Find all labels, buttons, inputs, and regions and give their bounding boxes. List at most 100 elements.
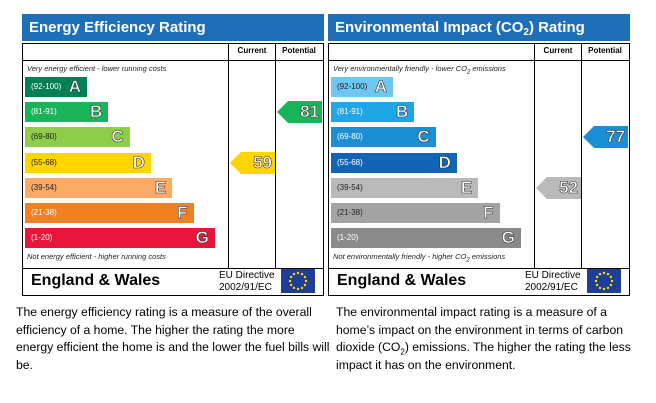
column-divider	[228, 44, 229, 268]
column-divider	[534, 44, 535, 268]
bottom-note: Not energy efficient - higher running co…	[27, 252, 166, 261]
band-range: (1-20)	[31, 233, 53, 243]
potential-column-header: Potential	[282, 46, 316, 55]
band-letter: G	[195, 228, 209, 248]
impact-title-sub: 2	[523, 27, 529, 38]
band-letter: E	[154, 177, 167, 197]
impact-chart-title: Environmental Impact (CO2) Rating	[328, 14, 630, 41]
band-a: (92-100) A	[25, 77, 87, 97]
band-range: (55-68)	[337, 157, 363, 167]
top-note: Very environmentally friendly - lower CO…	[333, 64, 506, 76]
column-divider	[275, 44, 276, 268]
energy-description: The energy efficiency rating is a measur…	[16, 305, 330, 372]
top-note-sub: 2	[466, 69, 471, 76]
potential-rating-arrow: 77	[583, 126, 628, 149]
footer-divider	[23, 268, 323, 269]
directive-line2: 2002/91/EC	[525, 282, 578, 293]
band-range: (81-91)	[337, 107, 363, 117]
environmental-impact-chart: Environmental Impact (CO2) Rating Curren…	[328, 14, 630, 296]
current-rating-arrow: 52	[536, 176, 581, 199]
band-a: (92-100) A	[331, 77, 393, 97]
band-f: (21-38) F	[25, 203, 194, 223]
impact-title-suffix: ) Rating	[528, 19, 585, 36]
band-e: (39-54) E	[331, 177, 479, 198]
directive-line1: EU Directive	[219, 270, 275, 281]
band-letter: G	[501, 228, 515, 248]
band-d: (55-68) D	[25, 152, 151, 173]
band-c: (69-80) C	[331, 127, 436, 148]
band-letter: F	[483, 203, 494, 223]
band-letter: D	[132, 152, 145, 172]
band-range: (81-91)	[31, 107, 57, 117]
band-range: (69-80)	[337, 132, 363, 142]
band-d: (55-68) D	[331, 152, 457, 173]
band-b: (81-91) B	[25, 102, 109, 123]
eu-flag-icon	[587, 269, 621, 293]
eu-flag-icon	[281, 269, 315, 293]
band-g: (1-20) G	[25, 228, 215, 249]
potential-column-header: Potential	[588, 46, 622, 55]
potential-rating-arrow: 81	[277, 101, 322, 124]
band-range: (92-100)	[31, 82, 62, 91]
impact-description: The environmental impact rating is a mea…	[336, 304, 646, 374]
impact-description-suffix: ) emissions. The higher the rating the l…	[336, 340, 631, 372]
eu-stars	[594, 271, 614, 291]
current-column-header: Current	[237, 46, 267, 55]
band-g: (1-20) G	[331, 228, 521, 249]
header-divider	[23, 60, 323, 61]
band-range: (21-38)	[337, 208, 363, 217]
impact-chart-body: Current Potential Very environmentally f…	[328, 43, 630, 296]
column-divider	[581, 44, 582, 268]
bottom-note: Not environmentally friendly - higher CO…	[333, 252, 506, 264]
band-range: (69-80)	[31, 132, 57, 142]
eu-stars	[288, 271, 308, 291]
bottom-note-sub: 2	[466, 257, 470, 264]
energy-efficiency-chart: Energy Efficiency Rating Current Potenti…	[22, 14, 324, 296]
band-b: (81-91) B	[331, 102, 415, 123]
footer-divider	[329, 268, 629, 269]
impact-description-sub: 2	[400, 347, 405, 357]
header-divider	[329, 60, 629, 61]
current-column-header: Current	[543, 46, 573, 55]
current-rating-arrow: 59	[230, 151, 275, 174]
top-note: Very energy efficient - lower running co…	[27, 64, 167, 73]
band-letter: B	[90, 102, 103, 122]
band-letter: A	[68, 77, 81, 97]
directive-line2: 2002/91/EC	[219, 282, 272, 293]
energy-chart-body: Current Potential Very energy efficient …	[22, 43, 324, 296]
band-range: (1-20)	[337, 233, 359, 243]
band-letter: E	[460, 177, 473, 197]
band-f: (21-38) F	[331, 203, 500, 223]
band-range: (55-68)	[31, 157, 57, 167]
chart-footer: England & Wales EU Directive 2002/91/EC	[23, 268, 323, 295]
impact-description-prefix: The environmental impact rating is a mea…	[336, 305, 624, 354]
band-letter: D	[438, 152, 451, 172]
energy-chart-title: Energy Efficiency Rating	[22, 14, 324, 41]
band-letter: C	[111, 127, 124, 147]
band-range: (39-54)	[337, 182, 363, 192]
band-letter: F	[177, 203, 188, 223]
region-label: England & Wales	[337, 272, 467, 289]
directive-line1: EU Directive	[525, 270, 581, 281]
eu-directive: EU Directive 2002/91/EC	[219, 270, 275, 294]
band-range: (39-54)	[31, 182, 57, 192]
band-range: (92-100)	[337, 82, 368, 91]
bottom-note-prefix: Not environmentally friendly - higher CO	[333, 252, 467, 261]
rating-value: 52	[559, 177, 579, 197]
chart-footer: England & Wales EU Directive 2002/91/EC	[329, 268, 629, 295]
band-range: (21-38)	[31, 208, 57, 217]
band-e: (39-54) E	[25, 177, 173, 198]
bottom-note-suffix: emissions	[469, 252, 506, 261]
band-letter: A	[374, 77, 387, 97]
band-c: (69-80) C	[25, 127, 130, 148]
impact-title-prefix: Environmental Impact (CO	[335, 19, 524, 36]
band-letter: B	[396, 102, 409, 122]
eu-directive: EU Directive 2002/91/EC	[525, 270, 581, 294]
top-note-prefix: Very environmentally friendly - lower CO	[333, 64, 467, 73]
top-note-suffix: emissions	[470, 64, 506, 73]
rating-value: 77	[606, 127, 626, 147]
region-label: England & Wales	[31, 272, 161, 289]
rating-value: 81	[300, 102, 320, 122]
band-letter: C	[417, 127, 430, 147]
rating-value: 59	[253, 152, 273, 172]
